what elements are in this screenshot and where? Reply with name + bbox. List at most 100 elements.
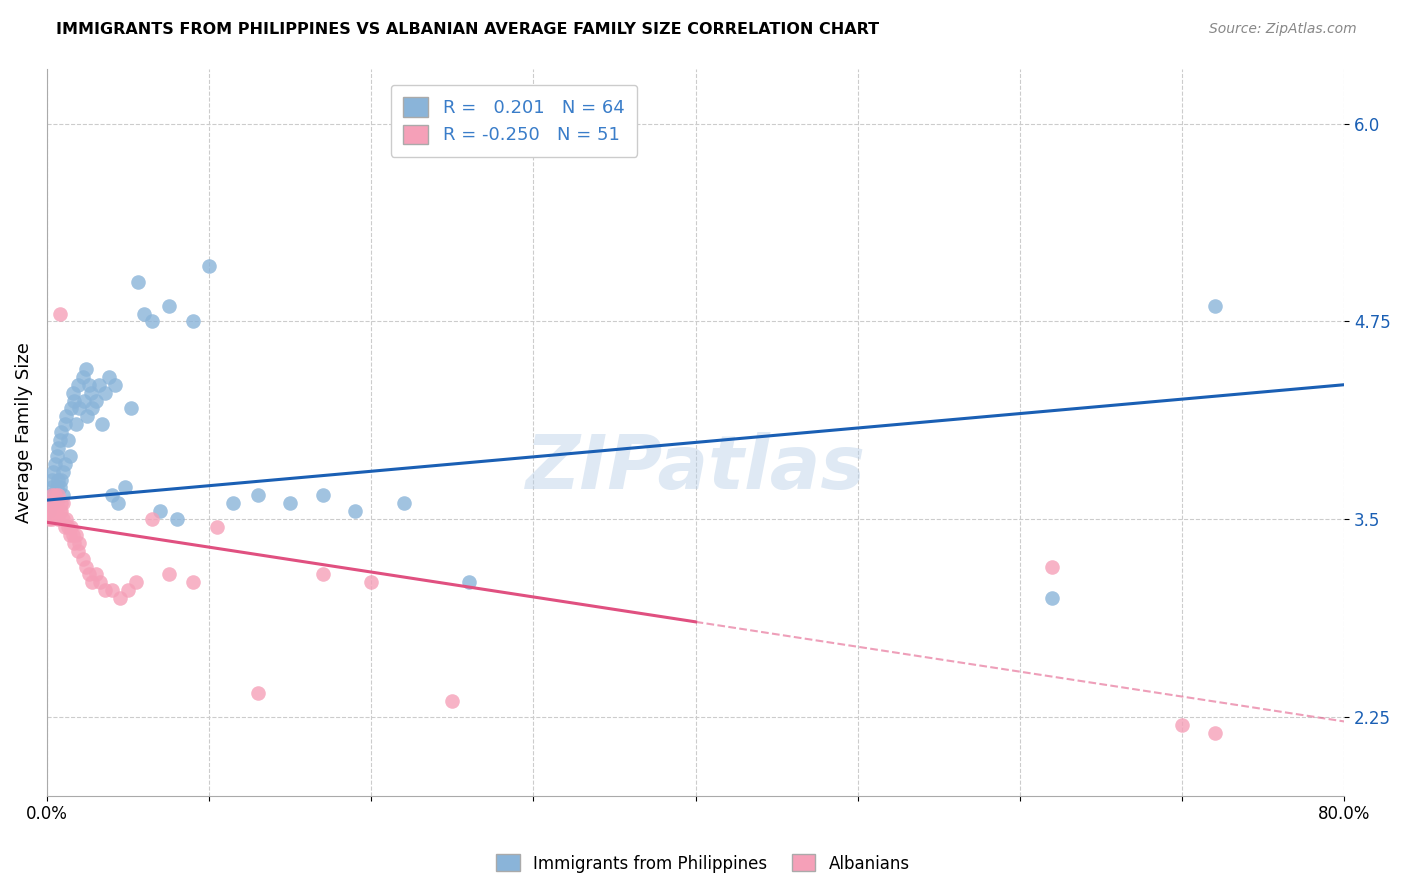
Point — [45, 480, 67, 494]
Point — [246, 686, 269, 700]
Point — [1040, 559, 1063, 574]
Point — [56, 433, 79, 447]
Point — [51, 473, 73, 487]
Point — [100, 583, 122, 598]
Point — [46, 488, 69, 502]
Point — [46, 441, 69, 455]
Point — [360, 575, 382, 590]
Point — [53, 457, 76, 471]
Point — [46, 473, 69, 487]
Point — [39, 496, 62, 510]
Point — [73, 393, 96, 408]
Point — [41, 488, 63, 502]
Point — [55, 512, 77, 526]
Point — [87, 377, 110, 392]
Point — [246, 488, 269, 502]
Point — [49, 480, 72, 494]
Point — [52, 496, 75, 510]
Point — [39, 504, 62, 518]
Point — [53, 417, 76, 432]
Point — [38, 504, 60, 518]
Point — [94, 385, 117, 400]
Point — [42, 496, 65, 510]
Point — [58, 528, 80, 542]
Point — [100, 488, 122, 502]
Y-axis label: Average Family Size: Average Family Size — [15, 342, 32, 523]
Point — [278, 496, 301, 510]
Legend: R =   0.201   N = 64, R = -0.250   N = 51: R = 0.201 N = 64, R = -0.250 N = 51 — [391, 85, 637, 157]
Point — [53, 520, 76, 534]
Point — [67, 401, 90, 416]
Point — [44, 488, 66, 502]
Point — [65, 417, 87, 432]
Point — [157, 567, 180, 582]
Point — [62, 528, 84, 542]
Point — [41, 473, 63, 487]
Point — [45, 496, 67, 510]
Point — [49, 307, 72, 321]
Point — [157, 299, 180, 313]
Point — [42, 465, 65, 479]
Point — [41, 480, 63, 494]
Point — [72, 369, 94, 384]
Point — [222, 496, 245, 510]
Point — [181, 575, 204, 590]
Point — [62, 385, 84, 400]
Point — [72, 551, 94, 566]
Text: IMMIGRANTS FROM PHILIPPINES VS ALBANIAN AVERAGE FAMILY SIZE CORRELATION CHART: IMMIGRANTS FROM PHILIPPINES VS ALBANIAN … — [56, 22, 879, 37]
Text: Source: ZipAtlas.com: Source: ZipAtlas.com — [1209, 22, 1357, 37]
Point — [66, 377, 89, 392]
Point — [44, 504, 66, 518]
Point — [39, 488, 62, 502]
Point — [120, 401, 142, 416]
Point — [166, 512, 188, 526]
Point — [49, 433, 72, 447]
Point — [457, 575, 479, 590]
Point — [82, 575, 104, 590]
Point — [149, 504, 172, 518]
Point — [94, 583, 117, 598]
Point — [51, 496, 73, 510]
Point — [39, 496, 62, 510]
Text: ZIPatlas: ZIPatlas — [526, 432, 866, 505]
Point — [63, 393, 86, 408]
Point — [104, 377, 127, 392]
Point — [67, 536, 90, 550]
Point — [127, 275, 149, 289]
Point — [42, 504, 65, 518]
Point — [134, 307, 156, 321]
Point — [77, 377, 100, 392]
Point — [198, 259, 221, 273]
Point — [46, 512, 69, 526]
Point — [1171, 717, 1194, 731]
Point — [66, 543, 89, 558]
Point — [41, 512, 63, 526]
Legend: Immigrants from Philippines, Albanians: Immigrants from Philippines, Albanians — [489, 847, 917, 880]
Point — [49, 504, 72, 518]
Point — [181, 314, 204, 328]
Point — [1204, 725, 1226, 739]
Point — [79, 385, 101, 400]
Point — [125, 575, 148, 590]
Point — [311, 488, 333, 502]
Point — [82, 401, 104, 416]
Point — [344, 504, 367, 518]
Point — [75, 362, 97, 376]
Point — [60, 520, 83, 534]
Point — [63, 536, 86, 550]
Point — [45, 449, 67, 463]
Point — [56, 520, 79, 534]
Point — [58, 449, 80, 463]
Point — [108, 591, 131, 606]
Point — [89, 575, 111, 590]
Point — [77, 567, 100, 582]
Point — [117, 583, 139, 598]
Point — [52, 465, 75, 479]
Point — [141, 512, 163, 526]
Point — [205, 520, 228, 534]
Point — [55, 409, 77, 424]
Point — [1040, 591, 1063, 606]
Point — [141, 314, 163, 328]
Point — [44, 457, 66, 471]
Point — [52, 488, 75, 502]
